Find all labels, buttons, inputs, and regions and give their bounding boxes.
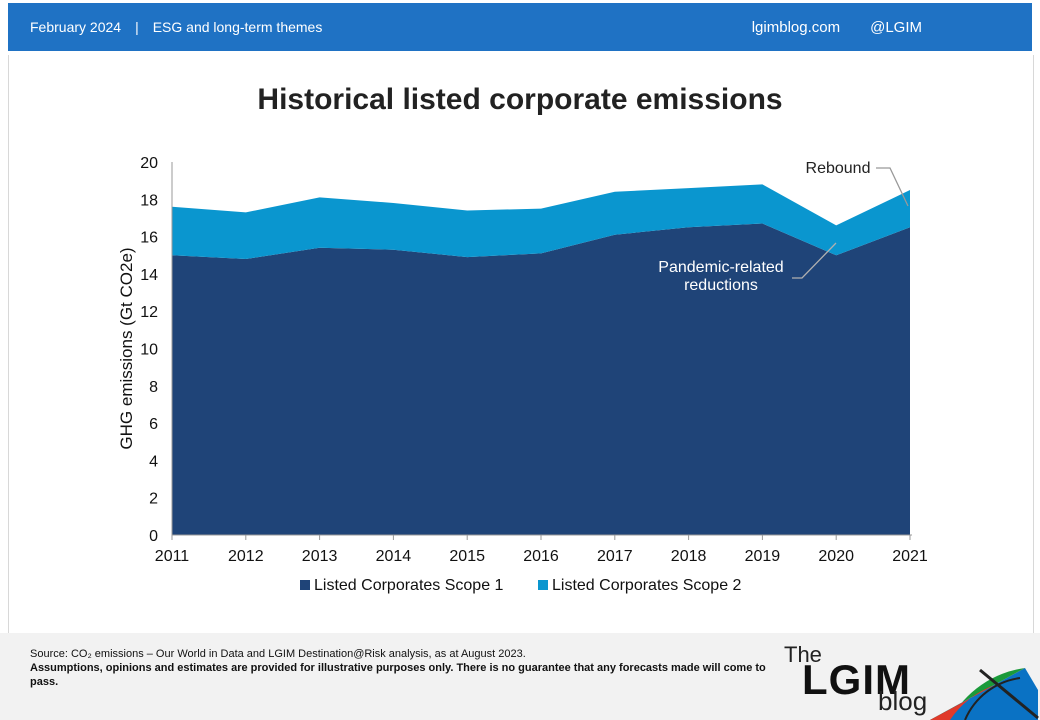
y-tick-label: 8 — [149, 379, 158, 396]
y-tick-label: 14 — [140, 267, 158, 284]
disclaimer-note: Assumptions, opinions and estimates are … — [30, 662, 766, 688]
lgim-blog-logo: The LGIM blog — [780, 640, 1040, 720]
x-tick-label: 2020 — [818, 548, 854, 565]
logo-lgim: LGIM — [802, 656, 911, 703]
y-tick-label: 0 — [149, 528, 158, 545]
banner-topic[interactable]: ESG and long-term themes — [152, 19, 323, 35]
banner-left: February 2024 | ESG and long-term themes — [30, 19, 322, 35]
legend-swatch-scope-1[interactable] — [300, 580, 310, 590]
emissions-area-chart: 0 2 4 6 8 10 12 14 16 18 20 2011 2012 2013 2014 2015 201… — [117, 155, 928, 594]
site-link[interactable]: lgimblog.com — [751, 19, 841, 36]
y-tick-label: 6 — [149, 416, 158, 433]
annotation-pandemic-line: Pandemic-related — [658, 259, 783, 276]
x-tick-label: 2014 — [376, 548, 412, 565]
x-tick-label: 2013 — [302, 548, 338, 565]
series-area-scope-1[interactable] — [172, 223, 910, 536]
chart-title: Historical listed corporate emissions — [257, 83, 783, 116]
x-tick-label: 2015 — [449, 548, 485, 565]
footer-text: Source: CO₂ emissions – Our World in Dat… — [30, 647, 770, 689]
logo-the: The — [784, 642, 822, 667]
banner-separator: | — [135, 19, 139, 35]
y-tick-label: 16 — [140, 230, 158, 247]
series-area-scope-2[interactable] — [172, 184, 910, 259]
annotation-rebound-leader — [876, 167, 909, 207]
top-banner: February 2024 | ESG and long-term themes l… — [8, 3, 1032, 51]
legend-label-scope-1[interactable]: Listed Corporates Scope 1 — [314, 577, 504, 594]
logo-blog: blog — [878, 686, 928, 716]
legend-label-scope-2[interactable]: Listed Corporates Scope 2 — [552, 577, 742, 594]
banner-right: lgimblog.com @LGIM — [722, 19, 922, 36]
annotation-rebound: Rebound — [806, 160, 871, 177]
legend-swatch-scope-2[interactable] — [538, 580, 548, 590]
y-tick-label: 20 — [140, 155, 158, 172]
x-tick-label: 2018 — [671, 548, 707, 565]
banner-date: February 2024 — [30, 19, 122, 35]
twitter-handle-link[interactable]: @LGIM — [870, 19, 922, 36]
x-tick-label: 2019 — [745, 548, 781, 565]
y-axis-label: GHG emissions (Gt CO2e) — [117, 247, 136, 449]
x-tick-label: 2017 — [597, 548, 633, 565]
annotation-pandemic-line: reductions — [684, 277, 758, 294]
y-tick-label: 12 — [140, 304, 158, 321]
x-tick-label: 2012 — [228, 548, 264, 565]
x-tick-label: 2011 — [155, 548, 190, 565]
source-note: Source: CO₂ emissions – Our World in Dat… — [30, 648, 526, 660]
y-tick-label: 4 — [149, 453, 158, 470]
footer: Source: CO₂ emissions – Our World in Dat… — [0, 633, 1040, 720]
annotation-pandemic-leader — [792, 242, 837, 279]
x-tick-label: 2016 — [523, 548, 559, 565]
x-tick-label: 2021 — [892, 548, 928, 565]
y-tick-label: 2 — [149, 491, 158, 508]
y-tick-label: 18 — [140, 192, 158, 209]
umbrella-icon — [930, 668, 1039, 720]
y-tick-label: 10 — [140, 342, 158, 359]
